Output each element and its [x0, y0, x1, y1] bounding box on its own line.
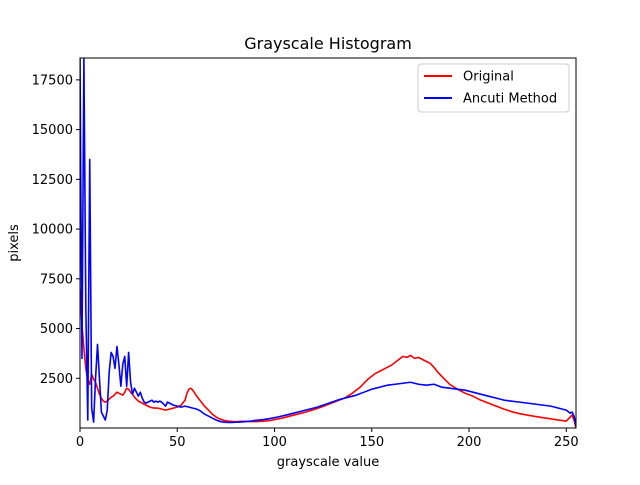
x-tick-label: 250	[554, 435, 579, 450]
legend-label: Original	[463, 70, 514, 85]
y-tick-label: 12500	[32, 173, 73, 188]
legend: Original Ancuti Method	[417, 63, 570, 113]
y-tick-label: 7500	[40, 272, 73, 287]
x-tick-label: 50	[169, 435, 186, 450]
plot-frame	[79, 57, 577, 429]
y-tick-label: 15000	[32, 123, 73, 138]
tick-layer: 0 50 100 150 200 250 2500 5000 7500 10000 12500 150…	[32, 73, 579, 450]
chart-title: Grayscale Histogram	[244, 34, 412, 53]
x-axis-label: grayscale value	[277, 455, 379, 470]
series-line-ancuti-method	[80, 58, 576, 427]
y-tick-label: 17500	[32, 73, 73, 88]
y-axis-label: pixels	[7, 224, 22, 262]
x-tick-label: 100	[262, 435, 287, 450]
y-tick-label: 5000	[40, 322, 73, 337]
series-layer	[80, 58, 576, 428]
x-tick-label: 200	[457, 435, 482, 450]
x-tick-label: 150	[359, 435, 384, 450]
x-tick-label: 0	[76, 435, 84, 450]
y-tick-label: 2500	[40, 372, 73, 387]
legend-label: Ancuti Method	[463, 92, 557, 107]
y-tick-label: 10000	[32, 223, 73, 238]
legend-box	[417, 63, 570, 113]
